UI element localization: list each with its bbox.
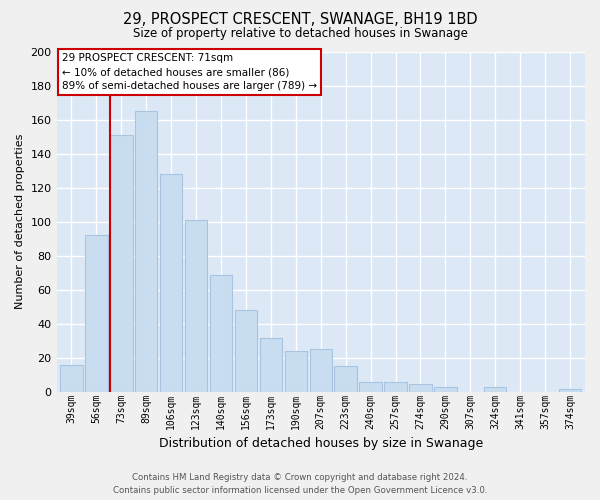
Text: 29 PROSPECT CRESCENT: 71sqm
← 10% of detached houses are smaller (86)
89% of sem: 29 PROSPECT CRESCENT: 71sqm ← 10% of det… <box>62 53 317 91</box>
Bar <box>160 174 182 392</box>
Bar <box>385 382 407 392</box>
Y-axis label: Number of detached properties: Number of detached properties <box>15 134 25 310</box>
Bar <box>310 350 332 392</box>
Bar <box>409 384 431 392</box>
Bar <box>60 365 83 392</box>
Text: 29, PROSPECT CRESCENT, SWANAGE, BH19 1BD: 29, PROSPECT CRESCENT, SWANAGE, BH19 1BD <box>122 12 478 28</box>
Bar <box>110 135 133 392</box>
Bar <box>284 351 307 392</box>
Bar <box>334 366 357 392</box>
Text: Size of property relative to detached houses in Swanage: Size of property relative to detached ho… <box>133 28 467 40</box>
Bar <box>359 382 382 392</box>
Bar <box>260 338 282 392</box>
Bar <box>210 274 232 392</box>
Bar <box>85 236 107 392</box>
Bar <box>484 387 506 392</box>
Bar <box>135 111 157 392</box>
Text: Contains HM Land Registry data © Crown copyright and database right 2024.
Contai: Contains HM Land Registry data © Crown c… <box>113 474 487 495</box>
Bar <box>559 388 581 392</box>
Bar <box>235 310 257 392</box>
Bar <box>185 220 208 392</box>
X-axis label: Distribution of detached houses by size in Swanage: Distribution of detached houses by size … <box>158 437 483 450</box>
Bar <box>434 387 457 392</box>
